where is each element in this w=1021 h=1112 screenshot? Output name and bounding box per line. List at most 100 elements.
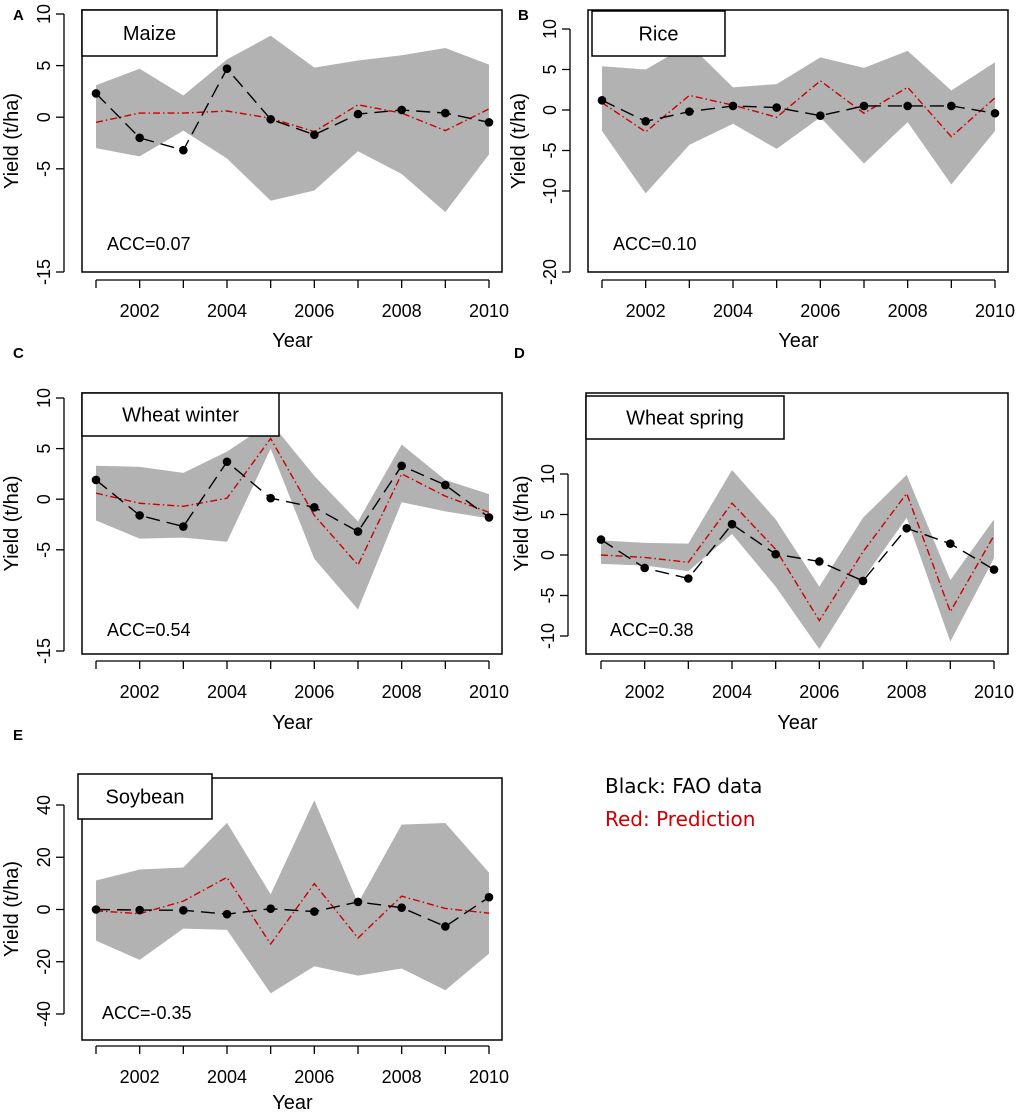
prediction-line — [95, 437, 490, 567]
uncertainty-band — [96, 35, 489, 213]
fao-data-point — [684, 574, 693, 583]
crop-title: Wheat winter — [122, 405, 239, 427]
fao-data-point — [596, 535, 606, 544]
x-axis-label: Year — [778, 330, 819, 352]
panel-a: -15 -5 0 5 10 2002 2004 2006 2008 2010 Year Yield (… — [1, 4, 509, 352]
fao-data-point — [91, 905, 101, 914]
x-tick-label: 2008 — [888, 301, 928, 321]
plot-frame — [81, 777, 503, 1041]
y-tick-label: 0 — [34, 494, 54, 504]
acc-annotation: ACC=0.07 — [107, 234, 191, 254]
y-tick-label: 10 — [538, 464, 558, 484]
legend-fao-data: Black: FAO data — [605, 774, 762, 798]
y-tick-label: 5 — [540, 64, 560, 74]
crop-title: Wheat spring — [626, 408, 744, 430]
y-tick-label: -40 — [34, 1001, 54, 1027]
crop-title: Soybean — [106, 787, 185, 809]
fao-data-line — [95, 67, 490, 152]
acc-annotation: ACC=0.38 — [610, 620, 694, 640]
crop-title-box — [81, 9, 218, 57]
fao-data-point — [179, 522, 188, 531]
x-tick-label: 2010 — [975, 301, 1015, 321]
fao-data-point — [772, 103, 781, 112]
y-tick-label: -15 — [34, 638, 54, 664]
x-tick-label: 2006 — [294, 301, 334, 321]
x-tick-label: 2002 — [120, 1067, 160, 1087]
fao-data-point — [816, 111, 825, 120]
uncertainty-band — [601, 469, 994, 649]
x-tick-label: 2008 — [382, 301, 422, 321]
fao-data-point — [91, 89, 101, 98]
fao-data-point — [947, 101, 956, 111]
x-tick-label: 2008 — [382, 682, 422, 702]
x-tick-label: 2004 — [207, 1067, 247, 1087]
y-tick-label: -5 — [538, 587, 558, 603]
crop-title: Rice — [638, 24, 678, 46]
y-tick-label: 40 — [34, 795, 54, 815]
fao-data-point — [222, 457, 232, 467]
x-tick-label: 2008 — [887, 682, 927, 702]
fao-data-point — [353, 897, 363, 907]
fao-data-point — [902, 523, 911, 533]
fao-data-point — [484, 513, 494, 522]
x-tick-label: 2004 — [207, 301, 247, 321]
y-axis-label: Yield (t/ha) — [1, 476, 23, 572]
panel-d: -10 -5 0 5 10 2002 2004 2006 2008 2010 Year Yield (… — [511, 345, 1014, 734]
fao-data-point — [858, 576, 868, 586]
y-tick-label: 0 — [540, 105, 560, 115]
crop-title: Maize — [123, 23, 176, 45]
plot-frame — [587, 9, 1009, 273]
y-axis-label: Yield (t/ha) — [511, 476, 533, 572]
panel-letter: B — [518, 7, 529, 24]
x-tick-label: 2010 — [974, 682, 1014, 702]
fao-data-point — [641, 117, 650, 126]
y-tick-label: -20 — [540, 259, 560, 285]
fao-data-point — [397, 461, 406, 471]
y-tick-label: 5 — [34, 61, 54, 71]
fao-data-point — [989, 565, 999, 574]
x-tick-label: 2004 — [712, 682, 752, 702]
y-tick-label: 5 — [34, 444, 54, 454]
plot-frame — [585, 392, 1009, 655]
y-tick-label: -5 — [540, 142, 560, 158]
fao-data-point — [222, 909, 232, 919]
crop-title-box — [591, 10, 726, 57]
fao-data-point — [397, 903, 406, 912]
fao-data-point — [135, 905, 144, 915]
fao-data-point — [728, 101, 738, 111]
fao-data-point — [135, 511, 144, 520]
fao-data-point — [353, 527, 363, 536]
x-axis-label: Year — [272, 330, 313, 352]
y-axis-label: Yield (t/ha) — [508, 93, 530, 189]
y-tick-label: 10 — [540, 19, 560, 39]
x-axis-label: Year — [777, 712, 818, 734]
fao-data-point — [266, 904, 275, 914]
x-tick-label: 2008 — [382, 1067, 422, 1087]
x-tick-label: 2010 — [469, 682, 509, 702]
fao-data-point — [397, 105, 406, 115]
y-tick-label: -10 — [540, 178, 560, 204]
x-tick-label: 2002 — [625, 682, 665, 702]
fao-data-point — [685, 107, 694, 116]
fao-data-point — [310, 130, 319, 140]
fao-data-point — [441, 108, 450, 118]
x-tick-label: 2002 — [626, 301, 666, 321]
fao-data-point — [91, 475, 101, 485]
x-tick-label: 2010 — [469, 301, 509, 321]
legend-prediction: Red: Prediction — [605, 807, 755, 831]
plot-frame — [81, 392, 503, 655]
uncertainty-band — [96, 800, 489, 994]
fao-data-point — [859, 101, 869, 111]
fao-data-point — [179, 905, 188, 915]
x-axis-label: Year — [272, 1092, 313, 1112]
panel-b: -20 -10 -5 0 5 10 2002 2004 2006 2008 2010 Year Yiel… — [508, 7, 1015, 352]
y-tick-label: -15 — [34, 259, 54, 285]
fao-data-point — [903, 101, 912, 111]
prediction-line — [600, 491, 995, 622]
plot-frame — [81, 9, 503, 273]
panel-letter: A — [13, 7, 24, 24]
fao-data-line — [601, 99, 996, 123]
fao-data-point — [640, 563, 649, 573]
fao-data-line — [600, 523, 995, 582]
